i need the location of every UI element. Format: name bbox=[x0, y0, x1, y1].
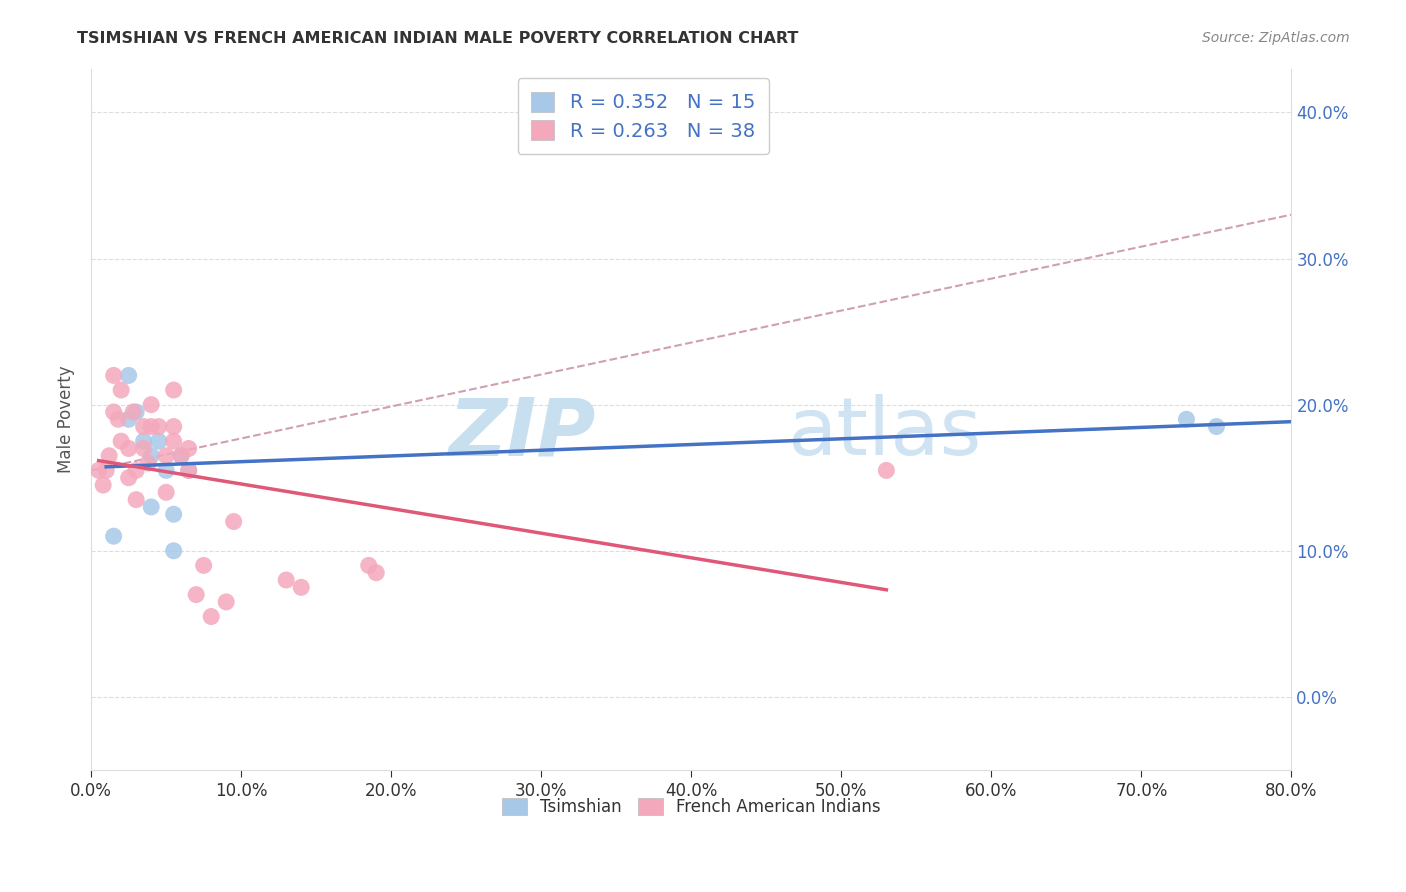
Point bbox=[200, 609, 222, 624]
Point bbox=[136, 456, 159, 470]
Point bbox=[163, 383, 186, 397]
Point bbox=[103, 405, 125, 419]
Point bbox=[1205, 419, 1227, 434]
Legend: Tsimshian, French American Indians: Tsimshian, French American Indians bbox=[494, 790, 890, 825]
Point bbox=[193, 558, 215, 573]
Point bbox=[163, 543, 186, 558]
Point bbox=[148, 434, 170, 449]
Point bbox=[98, 449, 121, 463]
Point bbox=[110, 383, 132, 397]
Text: ZIP: ZIP bbox=[449, 394, 595, 472]
Point bbox=[276, 573, 298, 587]
Point bbox=[132, 442, 155, 456]
Point bbox=[215, 595, 238, 609]
Point bbox=[290, 580, 312, 594]
Point bbox=[103, 368, 125, 383]
Point bbox=[155, 449, 177, 463]
Point bbox=[186, 588, 208, 602]
Point bbox=[110, 434, 132, 449]
Point bbox=[122, 405, 145, 419]
Point bbox=[118, 412, 141, 426]
Point bbox=[177, 442, 200, 456]
Point bbox=[125, 492, 148, 507]
Text: atlas: atlas bbox=[787, 394, 981, 472]
Point bbox=[357, 558, 380, 573]
Point bbox=[87, 463, 110, 477]
Point bbox=[1175, 412, 1198, 426]
Y-axis label: Male Poverty: Male Poverty bbox=[58, 366, 75, 473]
Point bbox=[141, 419, 163, 434]
Point bbox=[177, 463, 200, 477]
Point bbox=[177, 463, 200, 477]
Point bbox=[163, 508, 186, 522]
Text: Source: ZipAtlas.com: Source: ZipAtlas.com bbox=[1202, 31, 1350, 45]
Point bbox=[118, 442, 141, 456]
Point bbox=[132, 419, 155, 434]
Point bbox=[170, 449, 193, 463]
Point bbox=[141, 398, 163, 412]
Point bbox=[170, 449, 193, 463]
Point bbox=[155, 463, 177, 477]
Point bbox=[155, 485, 177, 500]
Point bbox=[118, 368, 141, 383]
Text: TSIMSHIAN VS FRENCH AMERICAN INDIAN MALE POVERTY CORRELATION CHART: TSIMSHIAN VS FRENCH AMERICAN INDIAN MALE… bbox=[77, 31, 799, 46]
Point bbox=[141, 449, 163, 463]
Point bbox=[125, 405, 148, 419]
Point bbox=[132, 434, 155, 449]
Point bbox=[91, 478, 114, 492]
Point bbox=[366, 566, 388, 580]
Point bbox=[163, 419, 186, 434]
Point bbox=[141, 500, 163, 514]
Point bbox=[148, 419, 170, 434]
Point bbox=[118, 471, 141, 485]
Point bbox=[96, 463, 118, 477]
Point bbox=[163, 434, 186, 449]
Point bbox=[125, 463, 148, 477]
Point bbox=[103, 529, 125, 543]
Point bbox=[107, 412, 129, 426]
Point bbox=[222, 515, 245, 529]
Point bbox=[875, 463, 897, 477]
